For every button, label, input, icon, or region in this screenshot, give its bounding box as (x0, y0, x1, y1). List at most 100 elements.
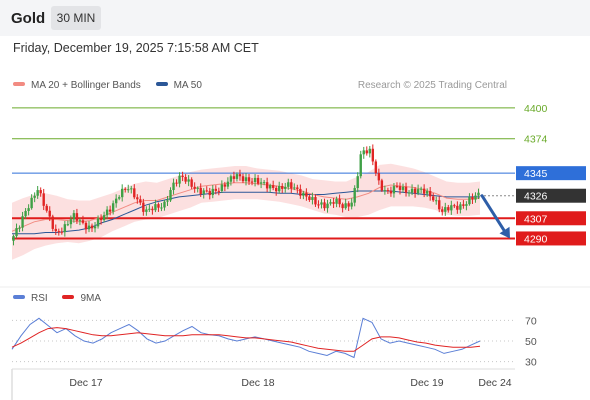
rsi-tick-30: 30 (525, 357, 537, 369)
candle-body (99, 218, 103, 221)
candle-body (60, 231, 64, 233)
candle (145, 206, 148, 216)
level-label-4400: 4400 (524, 103, 548, 115)
candle-body (87, 225, 91, 230)
legend-ma20: MA 20 + Bollinger Bands (13, 80, 141, 91)
candle-body (151, 208, 154, 211)
candle (401, 183, 405, 193)
candle (241, 173, 245, 184)
candle (199, 183, 202, 197)
candle (75, 208, 79, 224)
candle (151, 206, 154, 215)
candle-body (329, 202, 332, 204)
candle (220, 180, 224, 193)
candle (21, 211, 24, 232)
header-bar: Gold 30 MIN (0, 0, 590, 36)
candle-body (154, 204, 157, 211)
candle (410, 184, 414, 196)
candle-body (353, 188, 356, 203)
candle-body (441, 209, 444, 212)
candle (190, 177, 193, 190)
candle-body (81, 220, 85, 223)
candle-body (66, 224, 70, 226)
timeframe-button[interactable]: 30 MIN (51, 6, 101, 30)
candle-body (127, 189, 130, 191)
main-legend: MA 20 + Bollinger Bands MA 50 (13, 80, 214, 91)
candle (256, 174, 260, 186)
candle (15, 223, 18, 239)
candle-body (438, 200, 441, 210)
candle (268, 183, 272, 193)
candle-body (362, 150, 365, 155)
candle (468, 193, 471, 206)
rsi-legend: RSI 9MA (13, 293, 113, 304)
candle-body (477, 192, 480, 196)
candle (250, 177, 254, 186)
candle (54, 224, 57, 236)
candle (178, 172, 181, 188)
candle-body (383, 190, 387, 192)
candle (202, 188, 205, 199)
rsi-line (11, 317, 481, 359)
candle (407, 190, 411, 197)
candle (365, 146, 368, 156)
research-credit: Research © 2025 Trading Central (357, 80, 507, 91)
candle-body (117, 197, 121, 199)
candle (12, 234, 15, 246)
candle (428, 187, 432, 201)
candle-body (311, 197, 314, 200)
candle-body (404, 186, 408, 193)
candle (259, 178, 263, 189)
legend-swatch-rsi (13, 295, 25, 300)
level-label-box-4307 (516, 211, 586, 226)
candle-body (178, 175, 181, 184)
candle-body (359, 154, 362, 177)
candle-body (33, 195, 36, 198)
candle (359, 150, 362, 179)
candle-body (422, 188, 426, 194)
candle (99, 214, 103, 225)
candle (193, 182, 196, 193)
candle (214, 185, 218, 195)
candle-body (338, 199, 341, 205)
candle-body (271, 185, 275, 188)
level-label-box-4290 (516, 231, 586, 246)
candle-body (175, 182, 178, 184)
candle (121, 184, 124, 202)
legend-swatch-9ma (62, 295, 75, 300)
candle-body (253, 177, 257, 183)
candle (329, 199, 332, 206)
candle (305, 188, 308, 201)
candle (238, 169, 242, 181)
candle (281, 183, 284, 193)
candle (124, 187, 127, 193)
candle (184, 174, 187, 184)
candle-body (468, 197, 471, 205)
candle (278, 181, 281, 194)
candle (69, 215, 73, 229)
candle (471, 193, 474, 204)
candle (169, 187, 172, 202)
candle-body (377, 173, 381, 181)
candle-body (54, 228, 57, 232)
candle-body (380, 180, 384, 191)
candle (368, 145, 371, 158)
candle-body (247, 177, 251, 182)
candle-body (341, 204, 344, 209)
candle-body (223, 184, 227, 187)
legend-label-9ma: 9MA (80, 293, 102, 304)
candle-body (256, 177, 260, 184)
candle (299, 184, 302, 199)
candle (419, 186, 423, 194)
legend-ma50: MA 50 (155, 80, 202, 91)
candle (244, 173, 248, 186)
candle-body (157, 204, 160, 208)
level-label-4326: 4326 (524, 191, 548, 203)
candle-body (413, 188, 417, 194)
candle-body (102, 215, 106, 221)
candle (36, 185, 39, 199)
level-label-4307: 4307 (524, 213, 548, 225)
candle-body (425, 191, 429, 194)
candle (347, 201, 350, 211)
candle-body (124, 188, 127, 190)
